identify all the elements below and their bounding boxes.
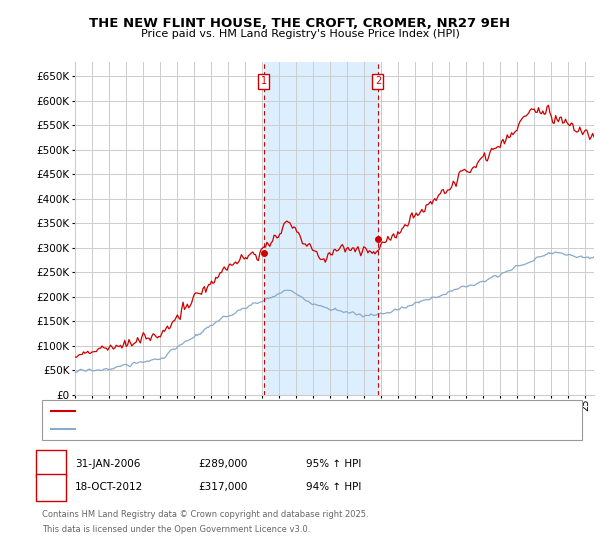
Text: THE NEW FLINT HOUSE, THE CROFT, CROMER, NR27 9EH: THE NEW FLINT HOUSE, THE CROFT, CROMER, … xyxy=(89,17,511,30)
Text: HPI: Average price, semi-detached house, North Norfolk: HPI: Average price, semi-detached house,… xyxy=(78,424,344,433)
Text: £317,000: £317,000 xyxy=(198,482,247,492)
Text: 95% ↑ HPI: 95% ↑ HPI xyxy=(306,459,361,469)
Text: 94% ↑ HPI: 94% ↑ HPI xyxy=(306,482,361,492)
Text: THE NEW FLINT HOUSE, THE CROFT, CROMER, NR27 9EH (semi-detached house): THE NEW FLINT HOUSE, THE CROFT, CROMER, … xyxy=(78,407,460,416)
Bar xyxy=(263,62,378,395)
Text: 31-JAN-2006: 31-JAN-2006 xyxy=(75,459,140,469)
Text: £289,000: £289,000 xyxy=(198,459,247,469)
Text: 1: 1 xyxy=(47,459,55,469)
Text: Price paid vs. HM Land Registry's House Price Index (HPI): Price paid vs. HM Land Registry's House … xyxy=(140,29,460,39)
Text: This data is licensed under the Open Government Licence v3.0.: This data is licensed under the Open Gov… xyxy=(42,525,310,534)
Text: Contains HM Land Registry data © Crown copyright and database right 2025.: Contains HM Land Registry data © Crown c… xyxy=(42,510,368,519)
Text: 1: 1 xyxy=(260,76,266,86)
Text: 2: 2 xyxy=(375,76,381,86)
Text: 18-OCT-2012: 18-OCT-2012 xyxy=(75,482,143,492)
Text: 2: 2 xyxy=(47,482,55,492)
